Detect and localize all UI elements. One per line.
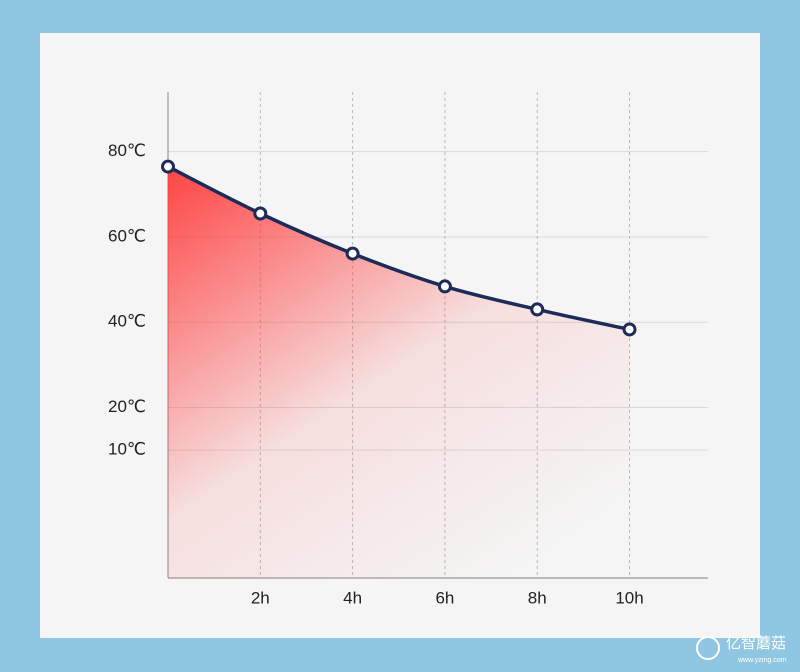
area (168, 166, 630, 578)
y-tick-label: 10℃ (108, 440, 146, 459)
x-tick-label: 10h (615, 588, 643, 607)
watermark-text: 亿智蘑菇 (726, 634, 786, 652)
y-tick-label: 80℃ (108, 141, 146, 160)
watermark: 亿智蘑菇 www.yzmg.com (696, 634, 787, 664)
point (622, 322, 637, 337)
y-tick-label: 20℃ (108, 397, 146, 416)
point (530, 302, 545, 317)
point (345, 246, 360, 261)
x-tick-label: 6h (435, 588, 454, 607)
point (161, 159, 175, 174)
x-tick-label: 8h (528, 588, 547, 607)
y-tick-label: 60℃ (108, 226, 146, 245)
y-tick-label: 40℃ (108, 312, 146, 331)
x-tick-label: 4h (343, 588, 362, 607)
x-tick-label: 2h (251, 588, 270, 607)
watermark-url: www.yzmg.com (737, 657, 787, 664)
watermark-logo (696, 636, 720, 660)
point (437, 279, 452, 294)
point (253, 206, 268, 221)
